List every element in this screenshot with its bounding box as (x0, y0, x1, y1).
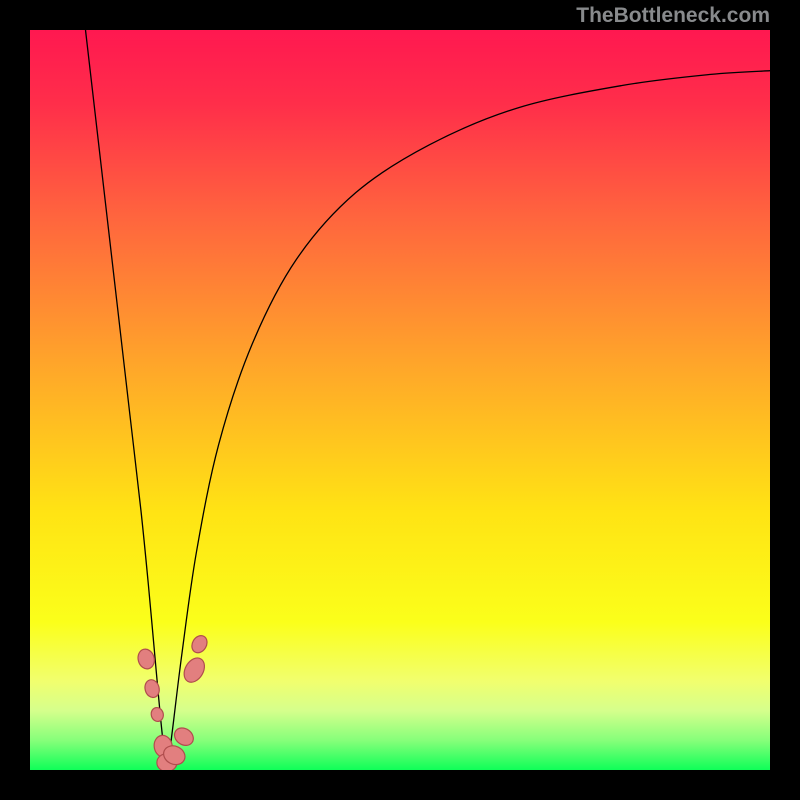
chart-plot-area (30, 30, 770, 770)
attribution-text: TheBottleneck.com (576, 4, 770, 28)
chart-svg (30, 30, 770, 770)
